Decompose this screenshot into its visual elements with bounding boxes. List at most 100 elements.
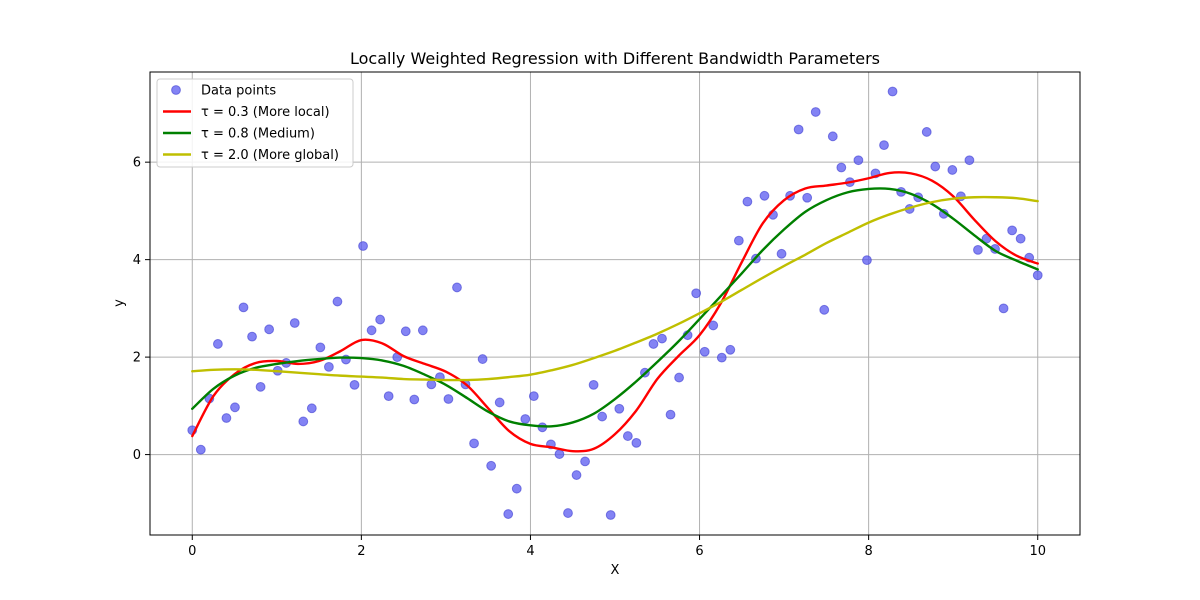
series-line-tau-2-0: [191, 195, 1039, 382]
data-point: [973, 244, 983, 255]
data-point: [1007, 225, 1018, 236]
data-point: [298, 416, 309, 427]
series-line-tau-0-8: [191, 187, 1039, 428]
data-point: [511, 483, 522, 494]
x-tick-label: 8: [864, 544, 872, 559]
data-point: [238, 302, 249, 313]
x-tick-label: 10: [1029, 544, 1046, 559]
scatter-layer: [187, 86, 1043, 520]
data-point: [554, 449, 565, 459]
y-axis-label: y: [112, 299, 127, 307]
data-point: [947, 165, 958, 175]
lines-layer: [191, 171, 1039, 453]
data-point: [426, 379, 437, 390]
data-point: [622, 431, 633, 441]
data-point: [665, 409, 676, 420]
data-point: [981, 233, 992, 244]
data-point: [776, 248, 787, 259]
data-point: [486, 460, 497, 471]
data-point: [230, 402, 240, 413]
data-point: [716, 352, 727, 363]
legend-label: Data points: [201, 84, 276, 99]
data-point: [1015, 233, 1026, 244]
data-point: [247, 331, 257, 342]
data-point: [409, 394, 420, 405]
legend: Data points τ = 0.3 (More local) τ = 0.8 (…: [156, 78, 354, 168]
data-point: [332, 296, 343, 307]
data-point: [494, 397, 505, 408]
ticks: 0 2 4 6 8 10 0 2 4 6: [133, 156, 1046, 559]
legend-box: [156, 78, 354, 168]
data-point: [221, 413, 232, 423]
data-point: [819, 304, 830, 315]
data-point: [366, 325, 377, 336]
series-line-tau-0-3: [191, 171, 1039, 453]
data-point: [212, 339, 223, 349]
data-point: [725, 344, 736, 355]
data-point: [323, 361, 334, 372]
data-point: [674, 372, 684, 383]
plot-frame: [149, 71, 1081, 536]
data-point: [699, 346, 710, 357]
data-point: [879, 140, 889, 151]
data-point: [477, 354, 488, 364]
x-tick-label: 2: [357, 544, 365, 559]
data-point: [998, 303, 1009, 314]
data-point: [802, 192, 813, 203]
data-point: [264, 324, 275, 335]
legend-label: τ = 0.3 (More local): [201, 105, 330, 120]
data-point: [588, 379, 599, 390]
data-point: [827, 131, 838, 142]
x-tick-label: 6: [695, 544, 703, 559]
data-point: [383, 391, 394, 402]
data-point: [469, 438, 479, 449]
data-point: [400, 326, 411, 337]
data-point: [708, 320, 719, 331]
data-point: [443, 394, 454, 404]
data-point: [759, 190, 770, 201]
data-point: [375, 314, 386, 325]
data-point: [1032, 270, 1043, 281]
data-point: [930, 161, 941, 172]
data-point: [810, 107, 821, 117]
data-point: [195, 444, 206, 455]
data-point: [657, 333, 667, 344]
data-point: [614, 403, 625, 414]
data-point: [358, 241, 368, 251]
data-point: [452, 282, 462, 293]
data-point: [503, 509, 514, 519]
data-point: [520, 414, 531, 424]
data-point: [255, 381, 266, 392]
data-point: [289, 318, 300, 328]
grid: [150, 72, 1080, 535]
x-tick-label: 4: [526, 544, 534, 559]
y-tick-label: 0: [133, 448, 141, 463]
y-tick-label: 2: [133, 351, 141, 366]
data-point: [862, 255, 872, 266]
data-point: [417, 325, 428, 336]
data-point: [315, 342, 326, 353]
legend-marker-data-points: [171, 85, 181, 95]
legend-label: τ = 2.0 (More global): [201, 148, 339, 163]
data-point: [605, 510, 616, 520]
x-axis-label: X: [611, 563, 620, 578]
data-point: [921, 127, 932, 137]
chart-title: Locally Weighted Regression with Differe…: [350, 49, 880, 68]
data-point: [528, 391, 539, 402]
data-point: [733, 235, 744, 246]
data-point: [563, 508, 573, 518]
data-point: [306, 403, 317, 414]
data-point: [836, 162, 847, 173]
data-point: [793, 124, 804, 135]
y-tick-label: 6: [133, 156, 141, 171]
data-point: [631, 437, 642, 448]
data-point: [648, 339, 659, 349]
data-point: [964, 155, 975, 166]
data-point: [887, 86, 898, 97]
data-point: [580, 456, 590, 467]
y-tick-label: 4: [133, 253, 141, 268]
data-point: [597, 411, 608, 422]
data-point: [691, 288, 702, 299]
data-point: [571, 470, 582, 480]
